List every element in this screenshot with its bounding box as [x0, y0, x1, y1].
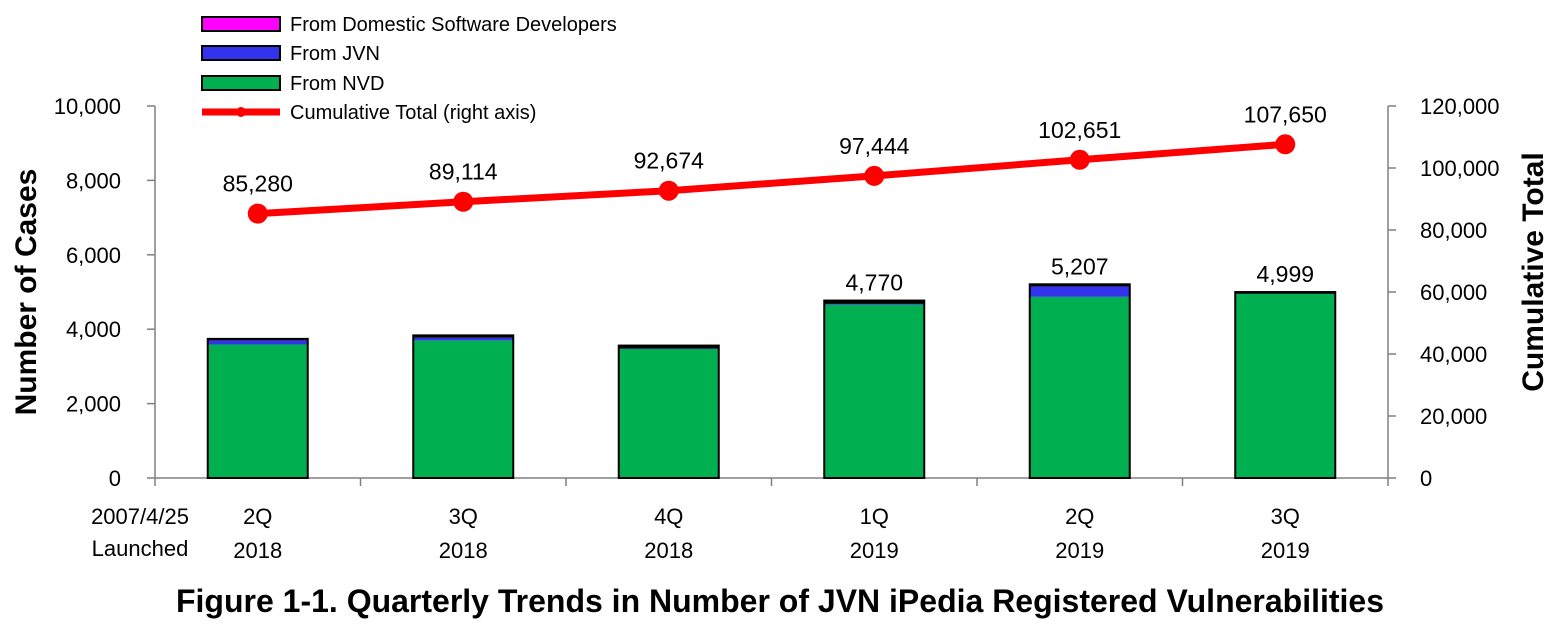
category-label-quarter: 3Q [449, 504, 478, 529]
cumulative-line-path [257, 140, 1286, 218]
category-label-quarter: 4Q [654, 504, 683, 529]
legend: From Domestic Software Developers From JV… [201, 14, 617, 124]
left-tick-label: 4,000 [66, 317, 121, 342]
category-label-year: 2019 [1261, 538, 1310, 563]
category-label-quarter: 1Q [860, 504, 889, 529]
category-label-quarter: 2Q [243, 504, 272, 529]
bar-segment-from-nvd [1029, 296, 1130, 478]
axes: 0 2,000 4,000 6,000 8,000 10,000 0 20,000 40,000… [10, 94, 1550, 563]
bar-outline [206, 337, 309, 480]
bar-segment-from-jvn [824, 303, 925, 305]
cumulative-point [1275, 134, 1296, 155]
legend-label: From NVD [290, 73, 384, 95]
right-tick-label: 120,000 [1420, 94, 1500, 119]
cumulative-point [658, 180, 679, 201]
category-label-year: 2018 [439, 538, 488, 563]
cumulative-label: 97,444 [839, 133, 910, 159]
bar-outline [617, 344, 720, 479]
bar-outline [1028, 283, 1131, 479]
cumulative-label: 92,674 [634, 148, 705, 174]
legend-swatch [201, 16, 281, 32]
bar-segment-cap [618, 345, 719, 349]
bar-total-label: 4,999 [1256, 261, 1314, 287]
cumulative-point [453, 191, 474, 212]
left-tick-label: 6,000 [66, 243, 121, 268]
bar-segment-from-jvn [1029, 286, 1130, 297]
labels: 4,770 5,207 4,999 85,280 89,114 92,674 97,444 1… [223, 101, 1327, 295]
bar-outline [412, 334, 515, 480]
bar-total-label: 4,770 [845, 270, 903, 296]
y2-axis-title: Cumulative Total [1517, 152, 1550, 391]
category-label-year: 2018 [233, 538, 282, 563]
bar-segment-from-jvn [207, 340, 308, 345]
cumulative-point [864, 165, 885, 186]
legend-label: From Domestic Software Developers [290, 14, 617, 36]
bars [206, 283, 1337, 480]
bar-segment-from-jvn [413, 337, 514, 341]
legend-swatch [201, 45, 281, 61]
right-tick-label: 60,000 [1420, 280, 1487, 305]
bar-segment-from-nvd [413, 340, 514, 478]
cumulative-point [1069, 149, 1090, 170]
legend-line-marker [236, 107, 246, 117]
right-tick-label: 40,000 [1420, 342, 1487, 367]
y-axis-title: Number of Cases [10, 169, 43, 416]
legend-label: From JVN [290, 43, 380, 65]
launch-date-note: 2007/4/25 [91, 504, 189, 529]
category-label-year: 2019 [850, 538, 899, 563]
right-tick-label: 0 [1420, 466, 1432, 491]
category-label-year: 2019 [1055, 538, 1104, 563]
right-tick-label: 80,000 [1420, 218, 1487, 243]
category-label-quarter: 3Q [1271, 504, 1300, 529]
bar-segment-from-nvd [618, 348, 719, 478]
cumulative-point [247, 203, 268, 224]
left-tick-label: 8,000 [66, 168, 121, 193]
figure-title: Figure 1-1. Quarterly Trends in Number o… [176, 583, 1384, 619]
cumulative-label: 85,280 [223, 171, 293, 197]
legend-label: Cumulative Total (right axis) [290, 102, 536, 124]
left-tick-label: 10,000 [54, 94, 121, 119]
left-tick-label: 2,000 [66, 392, 121, 417]
cumulative-label: 107,650 [1244, 101, 1327, 127]
cumulative-line [247, 134, 1296, 224]
launch-note: Launched [92, 536, 189, 561]
bar-segment-cap [1029, 284, 1130, 287]
bar-segment-from-nvd [1235, 293, 1336, 478]
left-tick-label: 0 [109, 466, 121, 491]
bar-segment-from-nvd [207, 344, 308, 478]
bar-outline [1234, 291, 1337, 479]
bar-segment-cap [824, 300, 925, 304]
bar-segment-cap [413, 335, 514, 338]
bar-total-label: 5,207 [1051, 253, 1109, 279]
category-label-year: 2018 [644, 538, 693, 563]
bar-outline [823, 299, 926, 479]
cumulative-label: 102,651 [1038, 117, 1121, 143]
category-label-quarter: 2Q [1065, 504, 1094, 529]
cumulative-label: 89,114 [429, 159, 498, 185]
right-tick-label: 20,000 [1420, 404, 1487, 429]
right-tick-label: 100,000 [1420, 156, 1500, 181]
legend-swatch [201, 75, 281, 91]
bar-segment-from-nvd [824, 304, 925, 478]
